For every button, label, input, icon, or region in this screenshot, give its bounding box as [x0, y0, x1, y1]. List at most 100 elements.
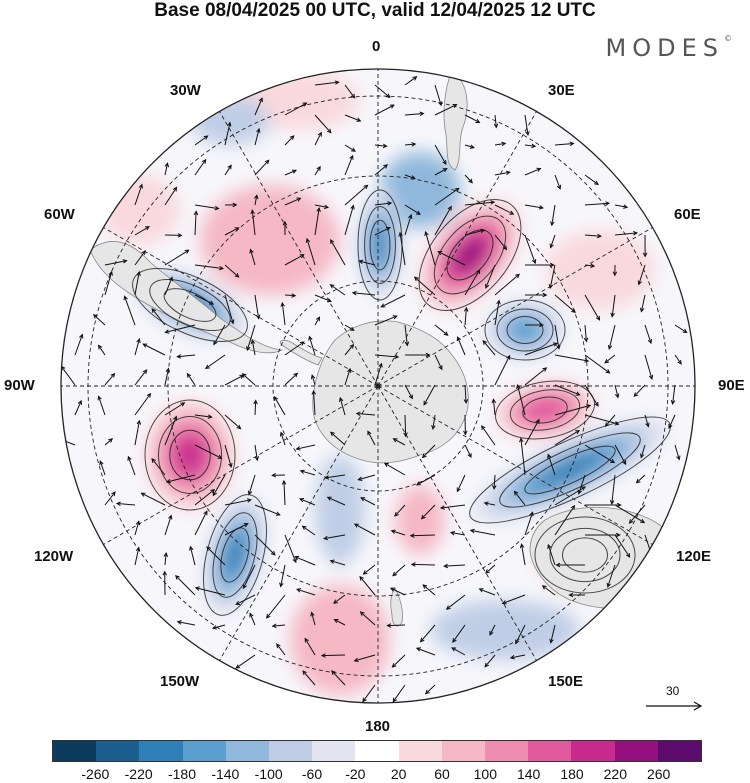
colorbar-swatch	[355, 741, 399, 761]
wind-arrow	[213, 324, 226, 346]
wind-arrow	[421, 444, 436, 459]
wind-arrow	[284, 372, 299, 386]
wind-arrow	[253, 399, 258, 416]
map-title: Base 08/04/2025 00 UTC, valid 12/04/2025…	[154, 0, 596, 21]
anomaly-level	[376, 235, 384, 255]
wind-arrow	[280, 301, 286, 326]
wind-arrow	[305, 237, 316, 266]
wind-arrow	[284, 197, 302, 206]
wind-arrow	[394, 504, 406, 517]
wind-arrow	[374, 315, 398, 326]
wind-arrow	[164, 415, 178, 446]
wind-arrow	[492, 474, 497, 491]
wind-arrow	[403, 414, 408, 438]
wind-arrow	[176, 354, 196, 359]
wind-arrow	[431, 414, 436, 431]
anomaly-level	[182, 445, 198, 465]
wind-arrow	[494, 234, 508, 251]
wind-arrow	[525, 262, 555, 268]
wind-arrow	[434, 354, 443, 371]
wind-arrow	[314, 294, 333, 303]
wind-arrow	[134, 546, 141, 566]
wind-arrow	[584, 174, 599, 186]
wind-arrow	[584, 384, 599, 407]
wind-arrow	[279, 431, 286, 446]
wind-arrow	[483, 501, 496, 506]
wind-arrow	[464, 444, 472, 459]
wind-arrow	[163, 551, 169, 566]
anomaly-patch	[315, 455, 365, 565]
wind-arrow	[104, 270, 113, 296]
wind-arrow	[584, 263, 596, 268]
colorbar-swatch	[571, 741, 615, 761]
wind-arrow	[151, 457, 166, 476]
wind-arrow	[374, 226, 391, 236]
wind-arrow	[246, 324, 256, 352]
colorbar-tick-label: -260	[81, 766, 110, 782]
wind-arrow	[491, 398, 497, 416]
colorbar-tick-label: -180	[167, 766, 197, 782]
wind-arrow	[344, 367, 352, 386]
wind-arrow	[360, 497, 376, 506]
wind-arrow	[404, 76, 418, 86]
contour-line	[534, 516, 636, 594]
wind-arrow	[235, 594, 256, 605]
wind-arrow	[614, 204, 629, 209]
wind-arrow	[224, 294, 235, 325]
colorbar-tick-label: 60	[434, 766, 450, 782]
wind-arrow	[604, 414, 616, 428]
wind-arrow	[254, 97, 263, 116]
wind-arrow	[392, 684, 406, 703]
wind-arrow	[224, 444, 233, 468]
wind-arrow	[415, 474, 436, 486]
wind-arrow	[584, 414, 620, 426]
wind-arrow	[445, 594, 466, 610]
wind-arrow	[409, 533, 436, 538]
wind-arrow	[249, 612, 256, 626]
wind-vectors	[61, 76, 688, 703]
wind-arrow	[299, 498, 316, 506]
wind-arrow	[584, 201, 611, 206]
meridian-line	[377, 111, 537, 387]
meridian-line	[377, 385, 653, 545]
wind-arrow	[550, 204, 556, 227]
wind-arrow	[314, 316, 321, 326]
wind-arrow	[284, 169, 298, 176]
wind-arrow	[389, 587, 406, 596]
wind-arrow	[494, 273, 520, 296]
wind-arrow	[374, 354, 400, 359]
wind-arrow	[186, 372, 196, 386]
colorbar-swatch	[441, 741, 486, 761]
wind-arrow	[295, 444, 316, 451]
wind-arrow	[194, 586, 226, 596]
wind-arrow	[193, 210, 199, 236]
wind-arrow	[194, 294, 215, 305]
wind-arrow	[164, 162, 170, 176]
wind-arrow	[547, 543, 556, 566]
wind-arrow	[254, 294, 261, 320]
wind-arrow	[463, 414, 468, 436]
wind-arrow	[554, 141, 575, 147]
wind-arrow	[284, 254, 305, 266]
wind-arrow	[104, 491, 116, 506]
wind-arrow	[524, 167, 542, 176]
wind-arrow	[344, 184, 369, 206]
wind-arrow	[548, 264, 556, 290]
wind-arrow	[344, 84, 356, 99]
wind-arrow	[284, 293, 297, 298]
wind-arrow	[419, 624, 436, 643]
wind-arrow	[525, 322, 544, 328]
wind-arrow	[367, 430, 376, 446]
wind-arrow	[585, 532, 621, 538]
wind-arrow	[224, 121, 232, 146]
contour-line	[522, 396, 568, 424]
wind-arrow	[610, 294, 616, 318]
meridian-line	[377, 385, 537, 661]
anomaly-level	[517, 324, 533, 336]
wind-arrow	[357, 474, 376, 481]
wind-arrow	[164, 402, 186, 416]
contour-line	[446, 229, 494, 281]
wind-arrow	[74, 333, 84, 356]
contour-line	[562, 537, 608, 573]
wind-arrow	[424, 230, 436, 266]
